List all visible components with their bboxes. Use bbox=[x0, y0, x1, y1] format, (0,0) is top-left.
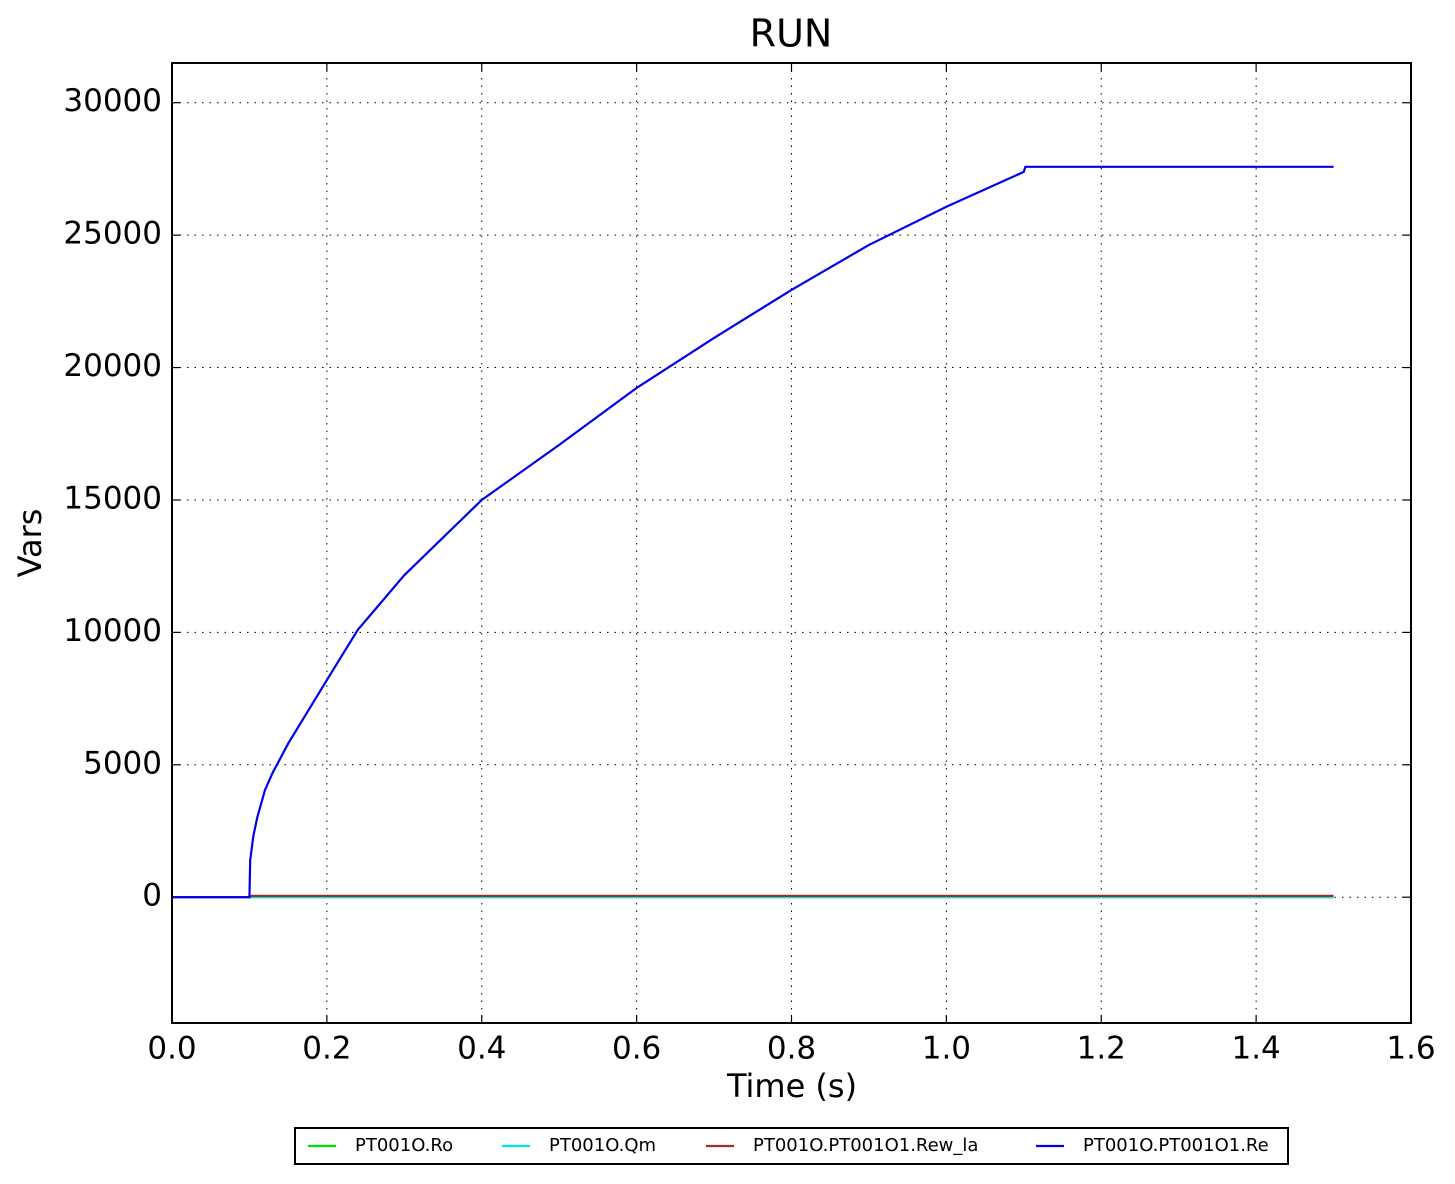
y-tick-label: 15000 bbox=[63, 480, 162, 516]
x-tick-label: 0.0 bbox=[147, 1031, 196, 1067]
legend-label: PT001O.PT001O1.Rew_la bbox=[753, 1135, 978, 1156]
y-tick-label: 10000 bbox=[63, 613, 162, 649]
y-tick-label: 0 bbox=[142, 878, 162, 914]
plot-frame bbox=[171, 62, 1412, 1024]
x-tick-label: 0.6 bbox=[612, 1031, 661, 1067]
x-tick-label: 0.8 bbox=[767, 1031, 816, 1067]
legend-label: PT001O.Ro bbox=[355, 1135, 453, 1156]
legend-label: PT001O.PT001O1.Re bbox=[1083, 1135, 1269, 1156]
x-tick-label: 1.4 bbox=[1231, 1031, 1280, 1067]
x-tick-label: 0.2 bbox=[302, 1031, 351, 1067]
y-tick-label: 30000 bbox=[63, 83, 162, 119]
y-tick-label: 20000 bbox=[63, 348, 162, 384]
x-tick-label: 1.2 bbox=[1077, 1031, 1126, 1067]
y-axis-label: Vars bbox=[11, 509, 49, 578]
x-tick-label: 0.4 bbox=[457, 1031, 506, 1067]
chart-title: RUN bbox=[750, 12, 833, 56]
legend: PT001O.Ro PT001O.Qm PT001O.PT001O1.Rew_la P… bbox=[294, 1127, 1289, 1165]
y-tick-label: 5000 bbox=[83, 745, 162, 781]
data-line bbox=[172, 165, 1334, 899]
y-tick-label: 25000 bbox=[63, 216, 162, 252]
x-axis-label: Time (s) bbox=[726, 1067, 857, 1105]
x-tick-label: 1.0 bbox=[922, 1031, 971, 1067]
legend-box bbox=[294, 1127, 1289, 1165]
legend-label: PT001O.Qm bbox=[549, 1135, 656, 1156]
x-tick-label: 1.6 bbox=[1386, 1031, 1435, 1067]
